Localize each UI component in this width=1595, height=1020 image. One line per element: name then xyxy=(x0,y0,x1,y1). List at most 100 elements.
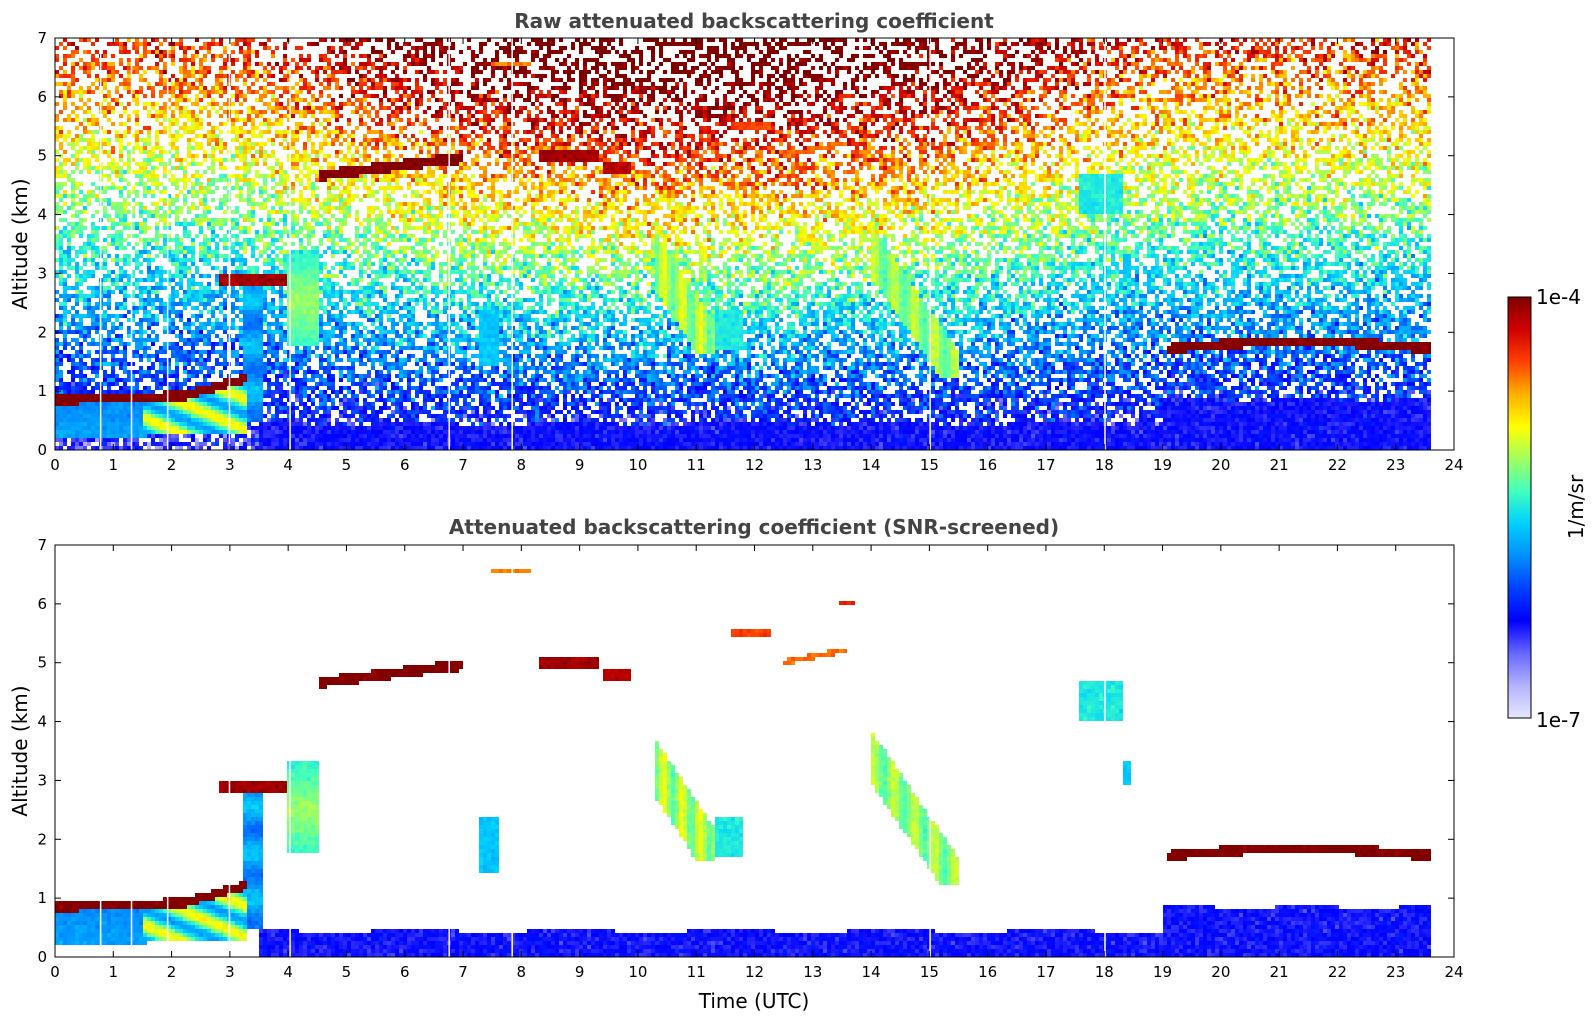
y-tick-label: 0 xyxy=(37,948,47,966)
data-gap xyxy=(929,38,931,450)
data-gap xyxy=(511,545,512,957)
x-tick-label: 3 xyxy=(225,963,235,981)
x-tick-label: 17 xyxy=(1036,456,1055,474)
data-gap xyxy=(131,545,133,957)
colorbar: 1e-4 1e-7 1/m/sr xyxy=(1508,285,1588,732)
x-tick-label: 12 xyxy=(745,456,764,474)
figure: Raw attenuated backscattering coefficien… xyxy=(0,0,1595,1020)
x-tick-label: 23 xyxy=(1386,456,1405,474)
y-tick-label: 6 xyxy=(37,595,47,613)
x-tick-label: 24 xyxy=(1444,456,1463,474)
data-gap xyxy=(167,38,169,450)
x-tick-label: 7 xyxy=(458,963,468,981)
y-tick-label: 7 xyxy=(37,536,47,554)
x-tick-label: 24 xyxy=(1444,963,1463,981)
x-tick-label: 3 xyxy=(225,456,235,474)
colorbar-scale xyxy=(1508,297,1531,718)
x-tick-label: 10 xyxy=(628,963,647,981)
y-tick-label: 3 xyxy=(37,771,47,789)
data-gap xyxy=(100,38,102,450)
x-tick-label: 12 xyxy=(745,963,764,981)
panel1-ylabel: Altitude (km) xyxy=(8,178,32,309)
x-tick-label: 11 xyxy=(687,963,706,981)
x-tick-label: 4 xyxy=(283,963,293,981)
x-tick-label: 2 xyxy=(167,963,177,981)
x-tick-label: 20 xyxy=(1211,456,1230,474)
x-tick-label: 6 xyxy=(400,456,410,474)
colorbar-max-label: 1e-4 xyxy=(1536,285,1581,309)
x-tick-label: 21 xyxy=(1270,456,1289,474)
x-tick-label: 9 xyxy=(575,456,585,474)
x-tick-label: 11 xyxy=(687,456,706,474)
data-gap xyxy=(1104,545,1106,957)
x-tick-label: 9 xyxy=(575,963,585,981)
x-tick-label: 16 xyxy=(978,456,997,474)
y-tick-label: 7 xyxy=(37,29,47,47)
data-gap xyxy=(131,38,133,450)
x-tick-label: 1 xyxy=(109,456,119,474)
y-tick-label: 2 xyxy=(37,830,47,848)
data-gap xyxy=(929,545,931,957)
x-tick-label: 8 xyxy=(517,963,527,981)
data-gap xyxy=(167,545,169,957)
y-tick-label: 4 xyxy=(37,713,47,731)
x-tick-label: 15 xyxy=(920,456,939,474)
x-tick-label: 14 xyxy=(862,963,881,981)
y-tick-label: 4 xyxy=(37,206,47,224)
screened-backscatter-panel: Attenuated backscattering coefficient (S… xyxy=(8,515,1464,1013)
x-tick-label: 17 xyxy=(1036,963,1055,981)
y-tick-label: 1 xyxy=(37,889,47,907)
x-tick-label: 18 xyxy=(1095,963,1114,981)
x-tick-label: 7 xyxy=(458,456,468,474)
x-tick-label: 16 xyxy=(978,963,997,981)
panel1-heatmap xyxy=(55,38,1431,450)
x-tick-label: 22 xyxy=(1328,456,1347,474)
x-tick-label: 0 xyxy=(50,963,60,981)
x-tick-label: 23 xyxy=(1386,963,1405,981)
data-gap xyxy=(229,545,231,957)
x-tick-label: 13 xyxy=(803,963,822,981)
panel2-frame xyxy=(55,545,1454,957)
data-gap xyxy=(289,38,291,450)
data-gap xyxy=(229,38,231,450)
y-tick-label: 0 xyxy=(37,441,47,459)
colorbar-min-label: 1e-7 xyxy=(1536,708,1581,732)
x-tick-label: 4 xyxy=(283,456,293,474)
x-tick-label: 0 xyxy=(50,456,60,474)
data-gap xyxy=(100,545,102,957)
data-gap xyxy=(289,545,291,957)
panel2-title: Attenuated backscattering coefficient (S… xyxy=(449,515,1059,539)
x-tick-label: 5 xyxy=(342,456,352,474)
x-tick-label: 6 xyxy=(400,963,410,981)
panel2-xlabel: Time (UTC) xyxy=(698,989,810,1013)
colorbar-unit-label: 1/m/sr xyxy=(1564,474,1588,539)
x-tick-label: 8 xyxy=(517,456,527,474)
x-tick-label: 22 xyxy=(1328,963,1347,981)
x-tick-label: 13 xyxy=(803,456,822,474)
data-gap xyxy=(448,38,450,450)
x-tick-label: 14 xyxy=(862,456,881,474)
data-gap xyxy=(1104,38,1106,450)
y-tick-label: 2 xyxy=(37,323,47,341)
x-tick-label: 18 xyxy=(1095,456,1114,474)
panel1-title: Raw attenuated backscattering coefficien… xyxy=(514,9,994,33)
panel2-heatmap xyxy=(55,545,1431,957)
x-tick-label: 19 xyxy=(1153,456,1172,474)
x-tick-label: 1 xyxy=(109,963,119,981)
x-tick-label: 15 xyxy=(920,963,939,981)
y-tick-label: 1 xyxy=(37,382,47,400)
x-tick-label: 5 xyxy=(342,963,352,981)
x-tick-label: 2 xyxy=(167,456,177,474)
data-gap xyxy=(511,38,512,450)
x-tick-label: 20 xyxy=(1211,963,1230,981)
y-tick-label: 6 xyxy=(37,88,47,106)
panel2-ylabel: Altitude (km) xyxy=(8,685,32,816)
y-tick-label: 5 xyxy=(37,654,47,672)
raw-backscatter-panel: Raw attenuated backscattering coefficien… xyxy=(8,9,1464,474)
x-tick-label: 10 xyxy=(628,456,647,474)
data-gap xyxy=(448,545,450,957)
y-tick-label: 5 xyxy=(37,147,47,165)
x-tick-label: 19 xyxy=(1153,963,1172,981)
y-tick-label: 3 xyxy=(37,264,47,282)
x-tick-label: 21 xyxy=(1270,963,1289,981)
